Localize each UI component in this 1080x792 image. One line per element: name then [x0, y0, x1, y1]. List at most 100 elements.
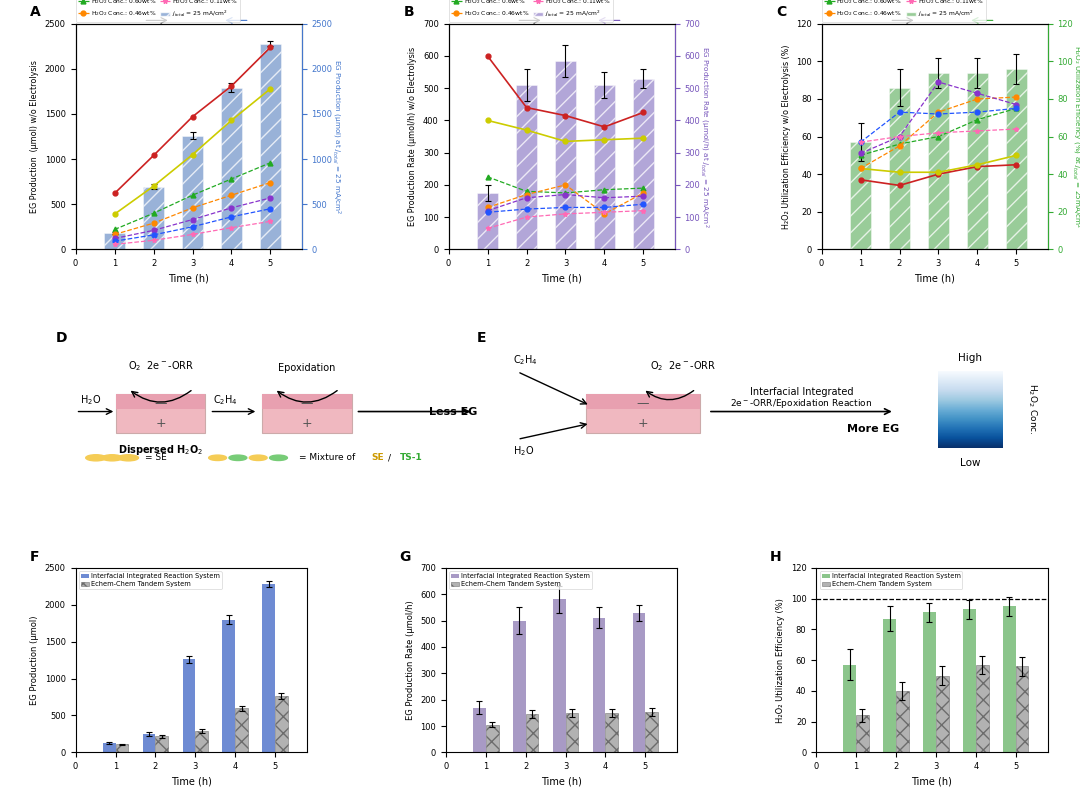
Circle shape — [118, 455, 138, 461]
Text: SE: SE — [372, 453, 384, 463]
Text: +: + — [301, 417, 312, 430]
Bar — [117, 394, 205, 409]
Text: Low: Low — [960, 458, 981, 468]
Legend: H$_2$O$_2$ Conc.: 5.0wt%, H$_2$O$_2$ Conc.: 3.0wt%, H$_2$O$_2$ Conc.: 0.60wt%, H: H$_2$O$_2$ Conc.: 5.0wt%, H$_2$O$_2$ Con… — [76, 0, 240, 21]
Text: A: A — [30, 6, 41, 19]
Text: High: High — [958, 353, 982, 363]
Y-axis label: EG Production Rate (μmol/h) w/o Electrolysis: EG Production Rate (μmol/h) w/o Electrol… — [408, 47, 418, 226]
Text: H$_2$O$_2$ Conc.: H$_2$O$_2$ Conc. — [1026, 383, 1038, 435]
Bar — [1003, 607, 1015, 752]
Bar — [586, 394, 700, 433]
Bar — [928, 73, 949, 249]
Circle shape — [229, 455, 247, 460]
Bar — [195, 731, 208, 752]
Text: Dispersed H$_2$O$_2$: Dispersed H$_2$O$_2$ — [118, 443, 203, 457]
Bar — [889, 88, 910, 249]
Bar — [516, 85, 537, 249]
Text: TS-1: TS-1 — [401, 453, 423, 463]
Text: Epoxidation: Epoxidation — [279, 363, 336, 373]
Bar — [143, 187, 164, 249]
Bar — [183, 660, 195, 752]
Bar — [220, 88, 242, 249]
Bar — [473, 707, 486, 752]
Text: G: G — [400, 550, 411, 564]
Bar — [1015, 666, 1028, 752]
Bar — [593, 618, 606, 752]
Bar — [963, 609, 975, 752]
Bar — [181, 135, 203, 249]
Text: E: E — [476, 330, 486, 345]
Y-axis label: EG Production (μmol): EG Production (μmol) — [30, 615, 39, 705]
X-axis label: Time (h): Time (h) — [168, 273, 210, 284]
Bar — [923, 612, 936, 752]
Bar — [850, 143, 872, 249]
Legend: H$_2$O$_2$ Conc.: 5.0wt%, H$_2$O$_2$ Conc.: 3.0wt%, H$_2$O$_2$ Conc.: 0.6wt%, H$: H$_2$O$_2$ Conc.: 5.0wt%, H$_2$O$_2$ Con… — [448, 0, 612, 21]
Legend: H$_2$O$_2$ Conc.: 5.0wt%, H$_2$O$_2$ Conc.: 3.0wt%, H$_2$O$_2$ Conc.: 0.60wt%, H: H$_2$O$_2$ Conc.: 5.0wt%, H$_2$O$_2$ Con… — [822, 0, 986, 21]
Text: —: — — [300, 397, 313, 410]
Bar — [477, 193, 498, 249]
Bar — [260, 44, 281, 249]
Bar — [513, 621, 526, 752]
Bar — [883, 619, 896, 752]
Legend: Interfacial Integrated Reaction System, Echem-Chem Tandem System: Interfacial Integrated Reaction System, … — [820, 571, 962, 589]
Bar — [856, 715, 868, 752]
Bar — [606, 713, 618, 752]
Text: —: — — [154, 397, 167, 410]
Circle shape — [270, 455, 287, 460]
Text: +: + — [638, 417, 648, 430]
Y-axis label: EG Production (μmol) at $j_{total}$ = 25 mA/cm$^2$: EG Production (μmol) at $j_{total}$ = 25… — [329, 59, 342, 215]
Bar — [566, 713, 579, 752]
Bar — [843, 664, 856, 752]
Bar — [156, 736, 168, 752]
Text: /: / — [388, 453, 391, 463]
Bar — [586, 394, 700, 409]
Text: C: C — [777, 6, 786, 19]
Text: O$_2$  2e$^-$-ORR: O$_2$ 2e$^-$-ORR — [127, 359, 194, 373]
Text: 2e$^-$-ORR/Epoxidation Reaction: 2e$^-$-ORR/Epoxidation Reaction — [730, 398, 873, 410]
Bar — [896, 691, 908, 752]
Text: +: + — [156, 417, 166, 430]
Y-axis label: EG Production Rate (μmol/h): EG Production Rate (μmol/h) — [406, 600, 415, 720]
Circle shape — [85, 455, 106, 461]
Circle shape — [208, 455, 227, 460]
Bar — [975, 664, 988, 752]
Y-axis label: H₂O₂ Utilization Efficiency (%): H₂O₂ Utilization Efficiency (%) — [777, 598, 785, 722]
Text: = Mixture of: = Mixture of — [299, 453, 357, 463]
Bar — [555, 61, 577, 249]
Bar — [1005, 69, 1027, 249]
Text: H$_2$O: H$_2$O — [80, 393, 100, 406]
X-axis label: Time (h): Time (h) — [912, 777, 953, 786]
Bar — [275, 696, 288, 752]
Text: More EG: More EG — [847, 424, 899, 434]
Bar — [262, 394, 351, 409]
Bar — [143, 734, 156, 752]
Bar — [936, 676, 948, 752]
X-axis label: Time (h): Time (h) — [541, 273, 582, 284]
Bar — [103, 743, 116, 752]
Text: H: H — [770, 550, 782, 564]
Text: D: D — [55, 330, 67, 345]
Y-axis label: EG Production  (μmol) w/o Electrolysis: EG Production (μmol) w/o Electrolysis — [30, 60, 39, 213]
Text: —: — — [637, 397, 649, 410]
Text: Less EG: Less EG — [429, 406, 477, 417]
Bar — [553, 600, 566, 752]
X-axis label: Time (h): Time (h) — [171, 777, 212, 786]
Text: C$_2$H$_4$: C$_2$H$_4$ — [513, 353, 538, 367]
Bar — [967, 73, 988, 249]
Bar — [262, 394, 351, 433]
Bar — [633, 613, 646, 752]
Text: H$_2$O: H$_2$O — [513, 444, 535, 458]
X-axis label: Time (h): Time (h) — [541, 777, 582, 786]
Y-axis label: EG Production Rate (μmol/h) at $j_{total}$ = 25 mA/cm$^2$: EG Production Rate (μmol/h) at $j_{total… — [698, 46, 710, 227]
Bar — [116, 744, 129, 752]
Y-axis label: H₂O₂ Utilization Efficiency w/o Electrolysis (%): H₂O₂ Utilization Efficiency w/o Electrol… — [782, 44, 791, 229]
Bar — [526, 714, 539, 752]
Bar — [117, 394, 205, 433]
X-axis label: Time (h): Time (h) — [914, 273, 955, 284]
Text: B: B — [403, 6, 414, 19]
Text: C$_2$H$_4$: C$_2$H$_4$ — [213, 393, 239, 406]
Bar — [646, 712, 658, 752]
Bar — [262, 584, 275, 752]
Bar — [235, 708, 248, 752]
Bar — [633, 78, 654, 249]
